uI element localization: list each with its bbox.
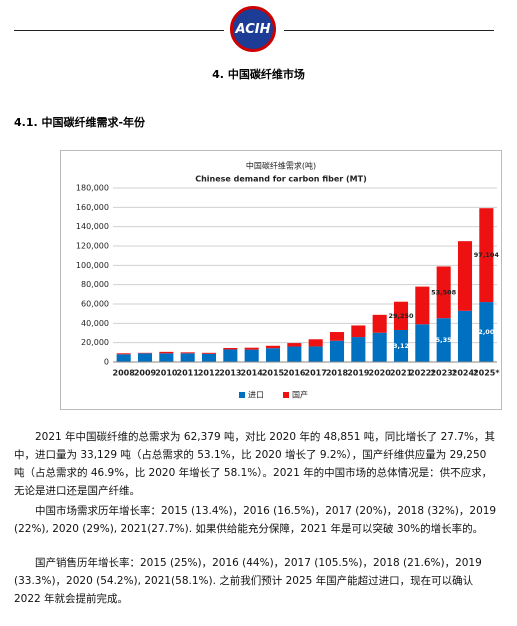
bar-segment [372, 332, 387, 362]
x-tick-label: 2011 [177, 369, 200, 378]
paragraph: 2021 年中国碳纤维的总需求为 62,379 吨，对比 2020 年的 48,… [14, 431, 495, 497]
bar-segment [116, 354, 131, 362]
x-tick-label: 2013 [219, 369, 241, 378]
bar-segment [201, 352, 217, 354]
bar-segment [393, 329, 409, 362]
paragraph: 中国市场需求历年增长率：2015 (13.4%)，2016 (16.5%)，20… [14, 505, 497, 535]
y-tick-label: 20,000 [81, 338, 109, 347]
x-tick-label: 2016 [283, 369, 306, 378]
bar-segment [137, 353, 153, 362]
x-tick-label: 2019 [347, 369, 370, 378]
chart-subtitle: Chinese demand for carbon fiber (MT) [195, 175, 367, 184]
bar-segment [180, 353, 195, 362]
bar-segment [329, 332, 345, 341]
bar-segment [159, 351, 174, 354]
bar-segment [393, 301, 409, 330]
bar-segment [351, 325, 366, 338]
section-title: 4. 中国碳纤维市场 [212, 68, 305, 81]
y-tick-label: 160,000 [76, 203, 109, 212]
value-label: 29,250 [388, 312, 414, 320]
bar-segment [436, 318, 451, 362]
y-tick-label: 80,000 [81, 280, 109, 289]
bar-segment [479, 208, 494, 303]
legend-label: 进口 [248, 391, 264, 400]
y-tick-label: 140,000 [76, 222, 109, 231]
chart: 中国碳纤维需求(吨) Chinese demand for carbon fib… [60, 150, 502, 410]
bar-segment [308, 346, 323, 362]
bar-segment [223, 349, 238, 362]
y-tick-label: 60,000 [81, 300, 109, 309]
value-label: 62,000 [474, 328, 500, 336]
x-tick-label: 2008 [113, 369, 136, 378]
bar-segment [436, 266, 451, 319]
bar-segment [287, 346, 302, 362]
bar-segment [351, 337, 366, 362]
x-tick-label: 2020 [369, 369, 392, 378]
bar-segment [457, 241, 473, 311]
x-tick-label: 2022* [409, 369, 436, 378]
x-tick-label: 2024* [452, 369, 479, 378]
bar-segment [329, 340, 345, 362]
bar-segment [116, 353, 131, 355]
header-rule [14, 30, 224, 31]
y-tick-label: 0 [104, 358, 109, 367]
x-tick-label: 2015 [262, 369, 285, 378]
y-tick-label: 40,000 [81, 319, 109, 328]
bar-segment [201, 353, 217, 362]
bar-segment [308, 339, 323, 347]
y-tick-label: 100,000 [76, 261, 109, 270]
y-tick-label: 120,000 [76, 242, 109, 251]
x-tick-label: 2023* [430, 369, 457, 378]
bar-segment [159, 353, 174, 362]
bar-segment [265, 348, 281, 362]
bar-segment [415, 286, 430, 325]
bar-segment [457, 310, 473, 362]
value-label: 33,129 [388, 342, 414, 350]
bar-segment [180, 352, 195, 354]
x-tick-label: 2009 [134, 369, 157, 378]
x-tick-label: 2014 [241, 369, 264, 378]
x-tick-label: 2010 [155, 369, 178, 378]
header-rule [284, 30, 494, 31]
legend-label: 国产 [292, 390, 308, 400]
bar-segment [244, 347, 259, 350]
bar-segment [372, 314, 387, 333]
chart-title: 中国碳纤维需求(吨) [246, 161, 316, 171]
bar-segment [415, 324, 430, 362]
logo: ACIH [230, 6, 276, 52]
value-label: 97,104 [474, 251, 500, 259]
x-tick-label: 2017 [305, 369, 327, 378]
bar-segment [244, 349, 259, 362]
x-tick-label: 2018 [326, 369, 349, 378]
legend-swatch [283, 392, 289, 398]
value-label: 45,350 [431, 336, 457, 344]
x-tick-label: 2025* [473, 369, 500, 378]
x-tick-label: 2021 [390, 369, 413, 378]
x-tick-label: 2012 [198, 369, 220, 378]
paragraph: 国产销售历年增长率：2015 (25%)，2016 (44%)，2017 (10… [14, 557, 482, 605]
subsection-title: 4.1. 中国碳纤维需求-年份 [14, 116, 146, 129]
bar-segment [265, 345, 281, 349]
bar-segment [287, 343, 302, 347]
bar-segment [223, 347, 238, 350]
legend-swatch [239, 392, 245, 398]
bar-segment [479, 302, 494, 362]
y-tick-label: 180,000 [76, 184, 109, 193]
value-label: 53,508 [431, 288, 457, 296]
